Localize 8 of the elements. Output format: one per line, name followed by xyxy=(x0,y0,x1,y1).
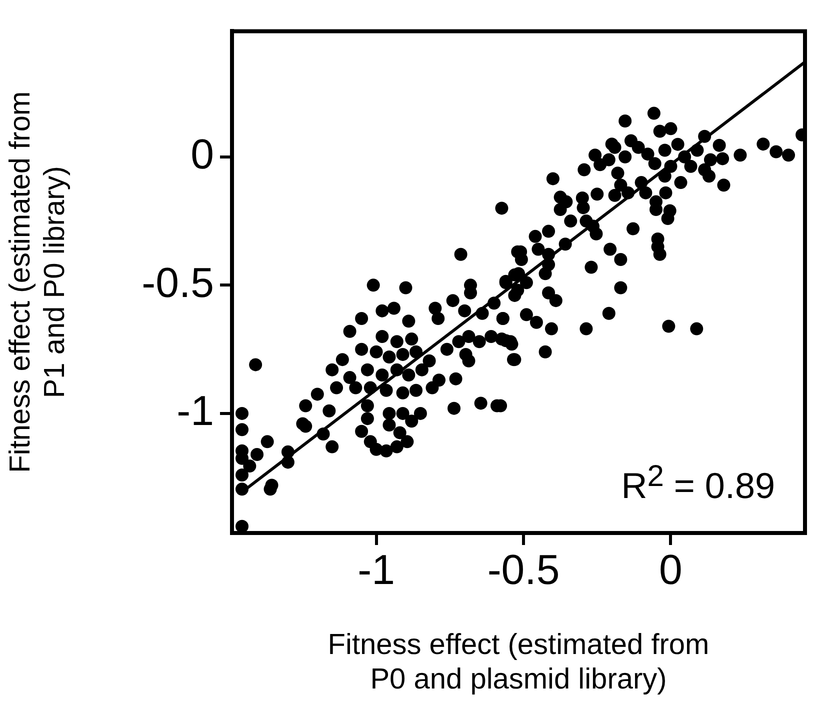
y-tick-label: -1 xyxy=(176,387,214,434)
x-tick-label: -1 xyxy=(358,546,395,593)
x-axis-title: Fitness effect (estimated from P0 and plasmid library) xyxy=(328,628,710,696)
x-tick-label: -0.5 xyxy=(487,546,560,593)
y-axis-title: Fitness effect (estimated from P1 and P0 library) xyxy=(4,91,72,473)
x-tick-label: 0 xyxy=(659,546,682,593)
y-tick-label: 0 xyxy=(190,130,214,178)
y-tick-label: -0.5 xyxy=(142,258,214,306)
